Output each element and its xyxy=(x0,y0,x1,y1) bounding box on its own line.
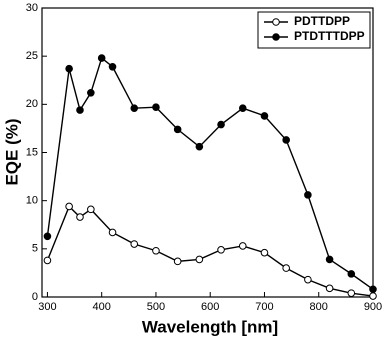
y-tick-label: 20 xyxy=(26,98,38,110)
legend-marker xyxy=(272,33,280,41)
data-point xyxy=(238,242,247,250)
x-tick-label: 300 xyxy=(38,301,56,313)
data-point xyxy=(238,104,247,112)
legend-marker xyxy=(272,18,280,26)
x-tick-label: 800 xyxy=(310,301,328,313)
data-point xyxy=(43,256,52,265)
data-point xyxy=(108,228,117,237)
series-line xyxy=(46,205,374,297)
data-point xyxy=(152,246,160,255)
plot-frame xyxy=(41,7,374,298)
data-point xyxy=(282,264,290,272)
data-point xyxy=(260,112,269,120)
y-tick-label: 0 xyxy=(32,291,38,303)
data-point xyxy=(347,270,356,278)
legend-box xyxy=(257,11,371,49)
x-axis-label: Wavelength [nm] xyxy=(142,317,278,336)
data-point xyxy=(217,245,225,254)
data-point xyxy=(347,289,356,297)
y-tick-label: 25 xyxy=(26,50,38,62)
legend-text: PDTTDPP xyxy=(294,14,350,28)
data-point xyxy=(130,240,139,248)
data-point xyxy=(325,255,334,264)
data-point xyxy=(217,120,225,129)
data-point xyxy=(195,255,204,264)
data-point xyxy=(65,202,73,211)
y-axis-label: EQE (%) xyxy=(2,118,21,185)
data-point xyxy=(260,248,269,257)
data-point xyxy=(369,285,377,294)
x-tick-label: 600 xyxy=(201,301,219,313)
data-point xyxy=(152,103,160,112)
data-point xyxy=(304,275,312,284)
data-point xyxy=(173,125,182,134)
data-point xyxy=(97,54,106,62)
data-point xyxy=(76,213,84,221)
y-tick-label: 5 xyxy=(32,243,38,255)
x-tick-label: 500 xyxy=(147,301,165,313)
data-point xyxy=(369,292,377,300)
data-point xyxy=(130,104,139,112)
data-point xyxy=(304,191,312,199)
data-point xyxy=(43,232,52,241)
y-tick-label: 15 xyxy=(26,146,38,158)
data-point xyxy=(65,64,73,73)
y-tick-label: 30 xyxy=(26,2,38,14)
data-point xyxy=(87,88,95,97)
x-tick-label: 900 xyxy=(364,301,382,313)
data-point xyxy=(76,106,84,114)
data-point xyxy=(195,142,204,151)
legend-text: PTDTTTDPP xyxy=(294,29,365,43)
y-tick-label: 10 xyxy=(26,195,38,207)
data-point xyxy=(87,205,95,214)
data-point xyxy=(282,136,290,144)
data-point xyxy=(325,284,334,293)
x-tick-label: 700 xyxy=(255,301,273,313)
data-point xyxy=(108,62,117,71)
data-point xyxy=(173,257,182,266)
x-tick-label: 400 xyxy=(93,301,111,313)
